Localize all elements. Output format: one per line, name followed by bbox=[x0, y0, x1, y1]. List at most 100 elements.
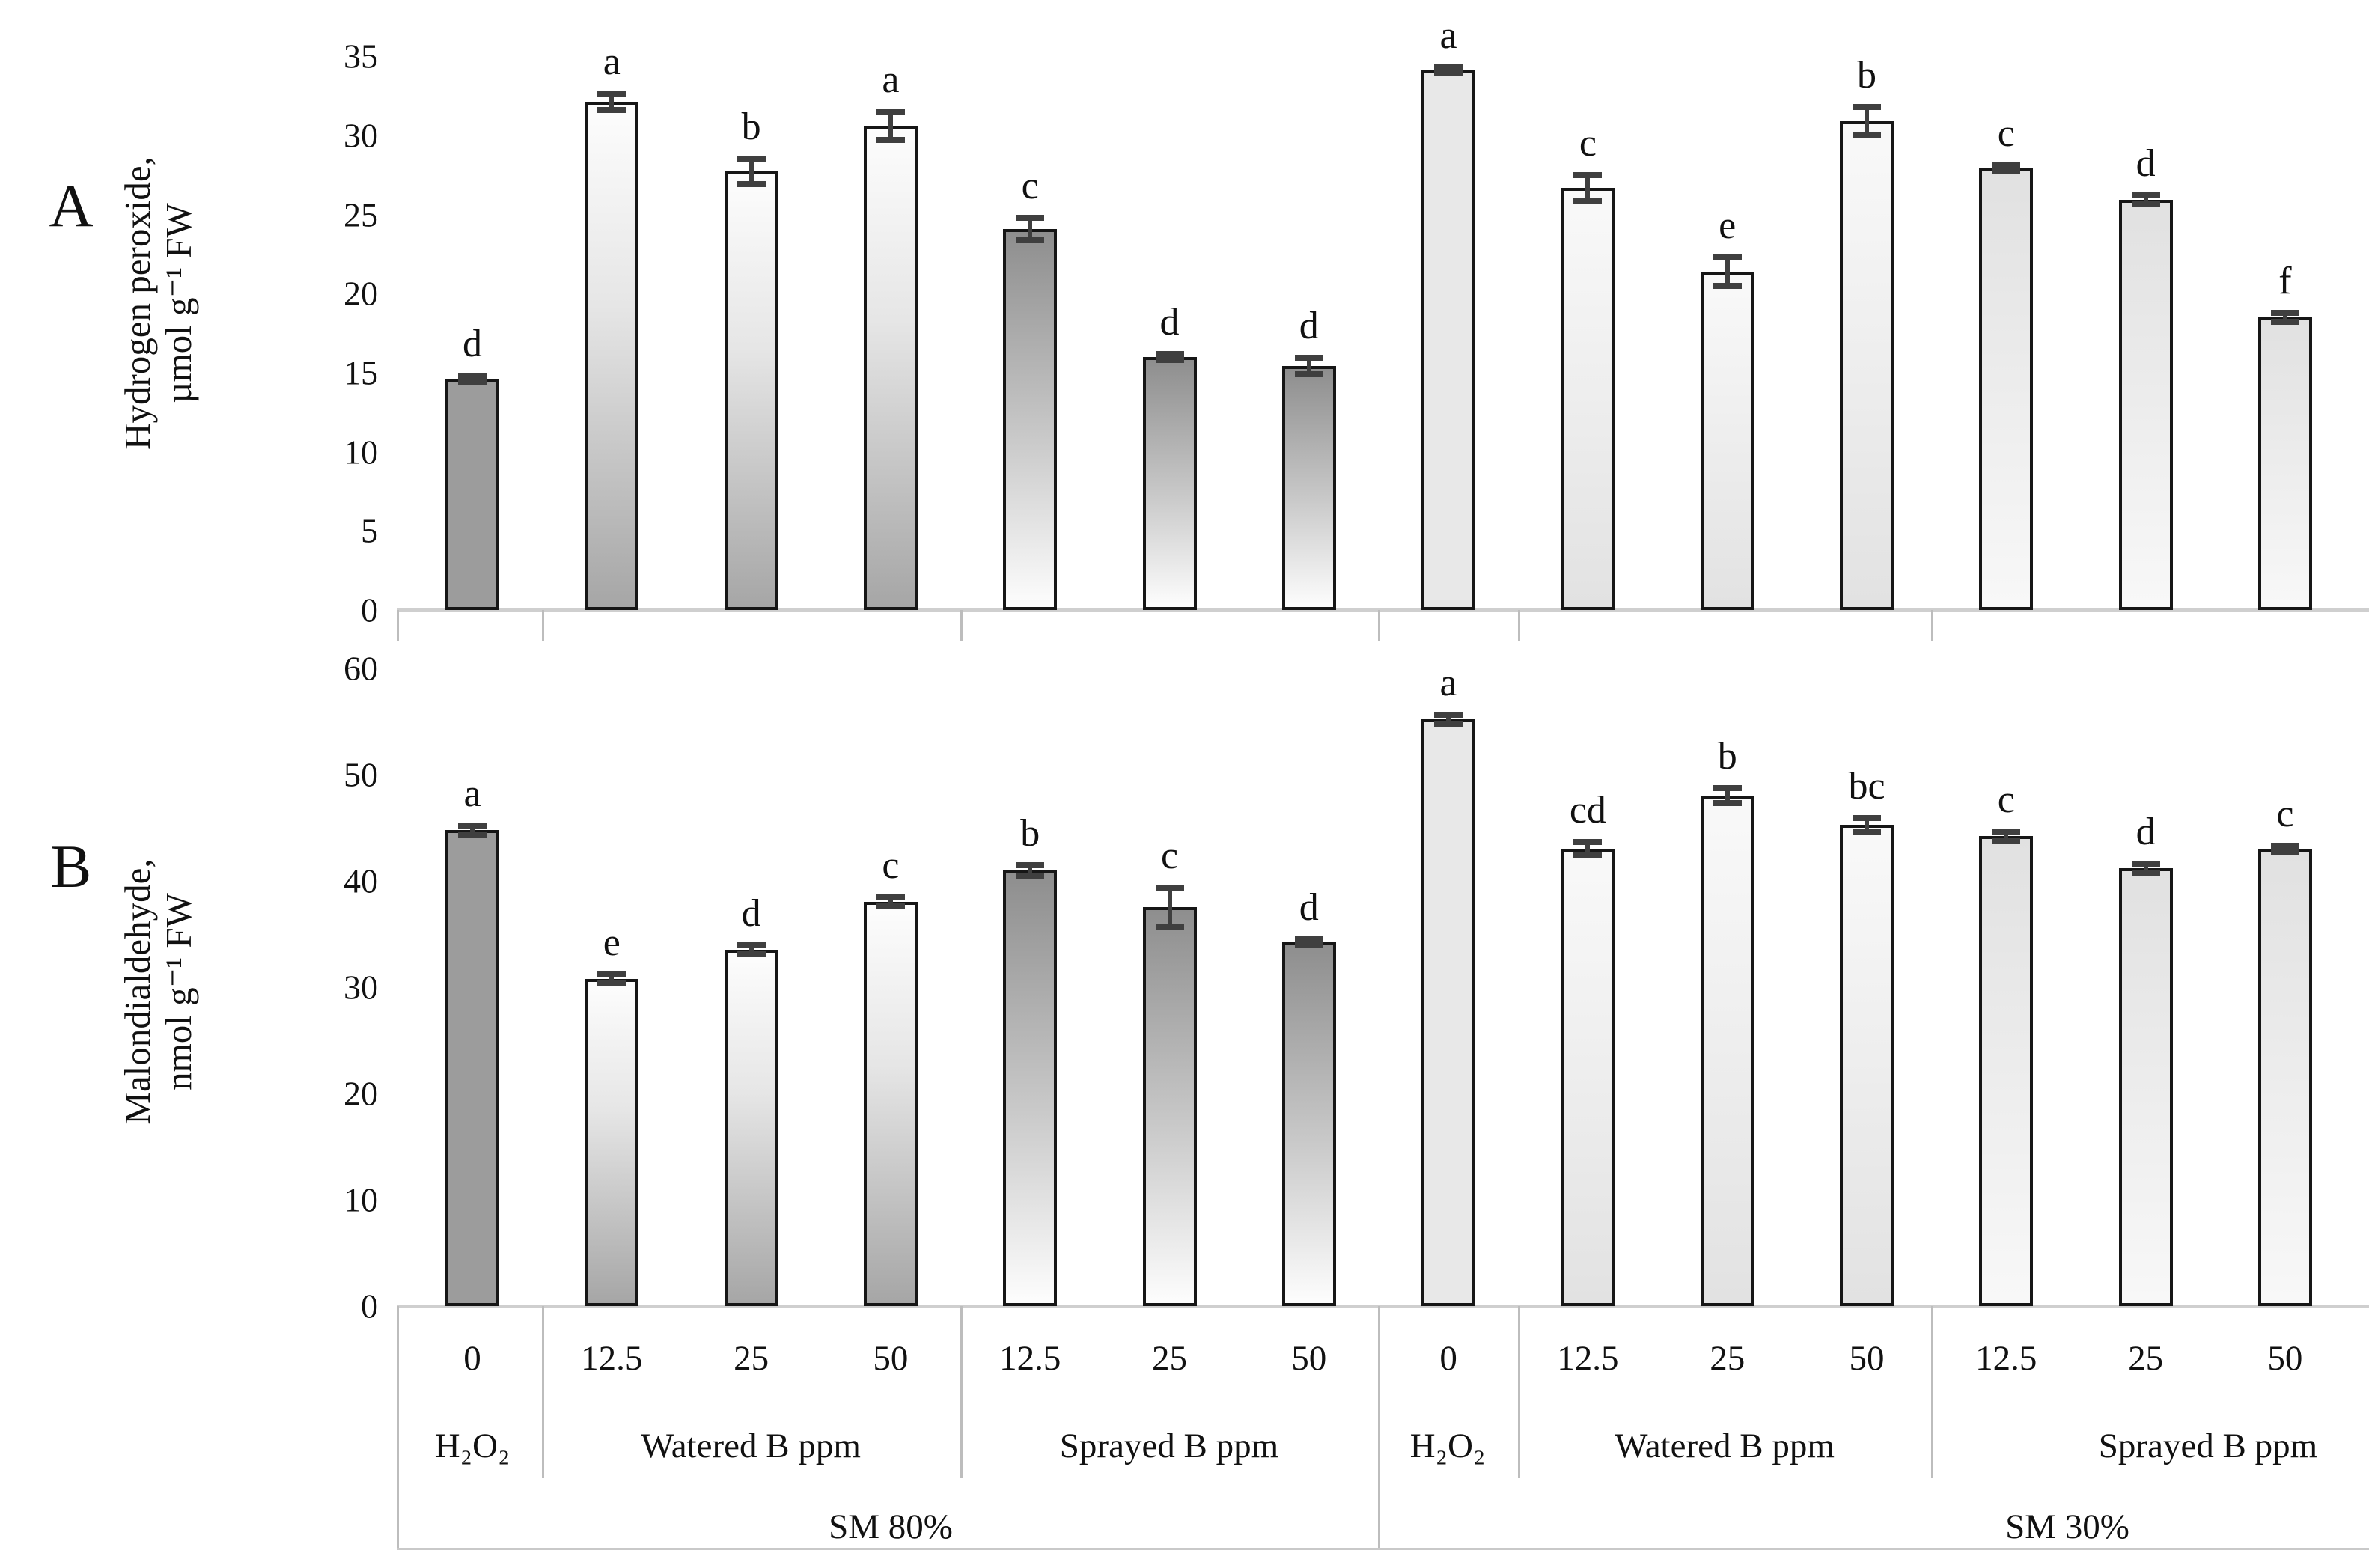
panel-a-y-axis-label-line1: Hydrogen peroxide, bbox=[117, 156, 159, 450]
significance-letter: a bbox=[1439, 662, 1457, 704]
significance-letter: b bbox=[1857, 54, 1876, 97]
bar-b-11 bbox=[1840, 825, 1894, 1306]
dose-label: 12.5 bbox=[1975, 1339, 2037, 1378]
bar-a-6 bbox=[1142, 357, 1197, 610]
soil-moisture-group-label: SM 30% bbox=[2005, 1507, 2129, 1546]
y-axis-tick-label: 10 bbox=[344, 433, 378, 472]
significance-letter: c bbox=[1160, 835, 1179, 877]
error-bar-stem bbox=[1865, 818, 1869, 832]
significance-letter: d bbox=[1299, 886, 1319, 929]
error-bar-cap-top bbox=[458, 373, 487, 379]
significance-letter: d bbox=[2135, 142, 2156, 185]
panel-a-category-tick bbox=[397, 610, 399, 641]
error-bar-stem bbox=[1585, 842, 1591, 855]
treatment-group-label: Watered B ppm bbox=[641, 1427, 861, 1465]
error-bar-cap-bottom bbox=[2270, 319, 2299, 325]
bar-a-13 bbox=[2118, 200, 2173, 610]
bar-b-7 bbox=[1281, 942, 1336, 1306]
error-bar-stem bbox=[1446, 715, 1451, 724]
error-bar-cap-top bbox=[2131, 861, 2160, 867]
error-bar-cap-bottom bbox=[1155, 924, 1184, 930]
error-bar-cap-bottom bbox=[2270, 849, 2299, 855]
bar-a-3 bbox=[724, 171, 778, 610]
dose-label: 50 bbox=[873, 1339, 909, 1378]
significance-letter: d bbox=[463, 323, 482, 365]
error-bar-cap-top bbox=[1992, 162, 2021, 168]
y-axis-tick-label: 15 bbox=[344, 353, 378, 392]
x-axis-group-separator bbox=[397, 1306, 399, 1548]
bar-b-4 bbox=[863, 902, 918, 1306]
significance-letter: e bbox=[1719, 204, 1737, 247]
significance-letter: d bbox=[1299, 305, 1319, 347]
error-bar-cap-top bbox=[1155, 885, 1184, 891]
bar-b-1 bbox=[445, 830, 499, 1306]
error-bar-stem bbox=[748, 159, 754, 184]
bar-a-1 bbox=[445, 379, 499, 610]
error-bar-cap-top bbox=[1155, 351, 1184, 357]
panel-b-tag: B bbox=[50, 832, 92, 900]
panel-a-category-tick bbox=[1931, 610, 1933, 641]
panel-b-y-axis-label-line2: nmol g⁻¹ FW bbox=[158, 893, 199, 1090]
x-axis-baseline bbox=[397, 608, 2369, 612]
error-bar-stem bbox=[2143, 195, 2148, 204]
significance-letter: b bbox=[1020, 812, 1040, 855]
dose-label: 25 bbox=[1152, 1339, 1187, 1378]
x-axis-group-separator bbox=[1931, 1306, 1933, 1478]
error-bar-cap-bottom bbox=[458, 832, 487, 838]
significance-letter: a bbox=[603, 40, 621, 83]
treatment-group-label: H₂O₂ bbox=[434, 1427, 510, 1465]
error-bar-cap-bottom bbox=[1853, 829, 1881, 835]
error-bar-cap-top bbox=[1713, 254, 1742, 260]
x-axis-group-separator bbox=[1378, 1306, 1380, 1548]
significance-letter: c bbox=[1579, 122, 1597, 165]
error-bar-stem bbox=[2282, 313, 2287, 322]
error-bar-cap-top bbox=[1573, 172, 1603, 178]
panel-a-y-axis-label-line2: µmol g⁻¹ FW bbox=[158, 203, 199, 403]
bar-a-12 bbox=[1979, 168, 2034, 610]
bar-a-4 bbox=[863, 126, 918, 610]
error-bar-stem bbox=[1585, 175, 1591, 201]
y-axis-tick-label: 40 bbox=[344, 861, 378, 900]
bar-a-11 bbox=[1840, 121, 1894, 610]
panel-a-tag: A bbox=[49, 171, 94, 240]
y-axis-tick-label: 60 bbox=[344, 649, 378, 688]
bar-b-5 bbox=[1003, 870, 1058, 1306]
error-bar-cap-bottom bbox=[1573, 198, 1603, 204]
soil-moisture-group-label: SM 80% bbox=[829, 1507, 953, 1546]
y-axis-tick-label: 50 bbox=[344, 755, 378, 794]
significance-letter: c bbox=[1997, 778, 2015, 821]
bar-b-12 bbox=[1979, 836, 2034, 1306]
significance-letter: e bbox=[603, 921, 621, 964]
panel-b-y-axis-label-line1: Malondialdehyde, bbox=[117, 858, 159, 1125]
error-bar-cap-bottom bbox=[1016, 873, 1045, 879]
error-bar-cap-bottom bbox=[876, 137, 905, 143]
error-bar-cap-bottom bbox=[1992, 168, 2021, 174]
significance-letter: a bbox=[882, 58, 900, 101]
error-bar-cap-bottom bbox=[2131, 870, 2160, 876]
panel-a-category-tick bbox=[960, 610, 963, 641]
error-bar-stem bbox=[609, 94, 615, 110]
error-bar-stem bbox=[2004, 832, 2009, 841]
error-bar-cap-top bbox=[597, 971, 626, 977]
dose-label: 0 bbox=[1439, 1339, 1457, 1378]
error-bar-cap-bottom bbox=[458, 379, 487, 385]
error-bar-cap-top bbox=[737, 942, 766, 948]
bar-a-14 bbox=[2257, 317, 2312, 610]
error-bar-stem bbox=[748, 945, 754, 954]
dose-label: 50 bbox=[1849, 1339, 1885, 1378]
error-bar-stem bbox=[888, 112, 893, 140]
significance-letter: d bbox=[741, 892, 761, 935]
panel-a-category-tick bbox=[542, 610, 544, 641]
significance-letter: bc bbox=[1848, 765, 1885, 808]
error-bar-cap-top bbox=[876, 109, 905, 115]
error-bar-cap-top bbox=[2131, 192, 2160, 198]
error-bar-cap-top bbox=[1016, 215, 1045, 221]
panel-a-category-tick bbox=[1378, 610, 1380, 641]
error-bar-cap-bottom bbox=[1713, 800, 1742, 806]
error-bar-cap-bottom bbox=[737, 181, 766, 187]
error-bar-cap-top bbox=[1853, 815, 1881, 821]
y-axis-tick-label: 10 bbox=[344, 1180, 378, 1219]
error-bar-stem bbox=[1028, 865, 1033, 876]
error-bar-stem bbox=[1865, 107, 1869, 135]
